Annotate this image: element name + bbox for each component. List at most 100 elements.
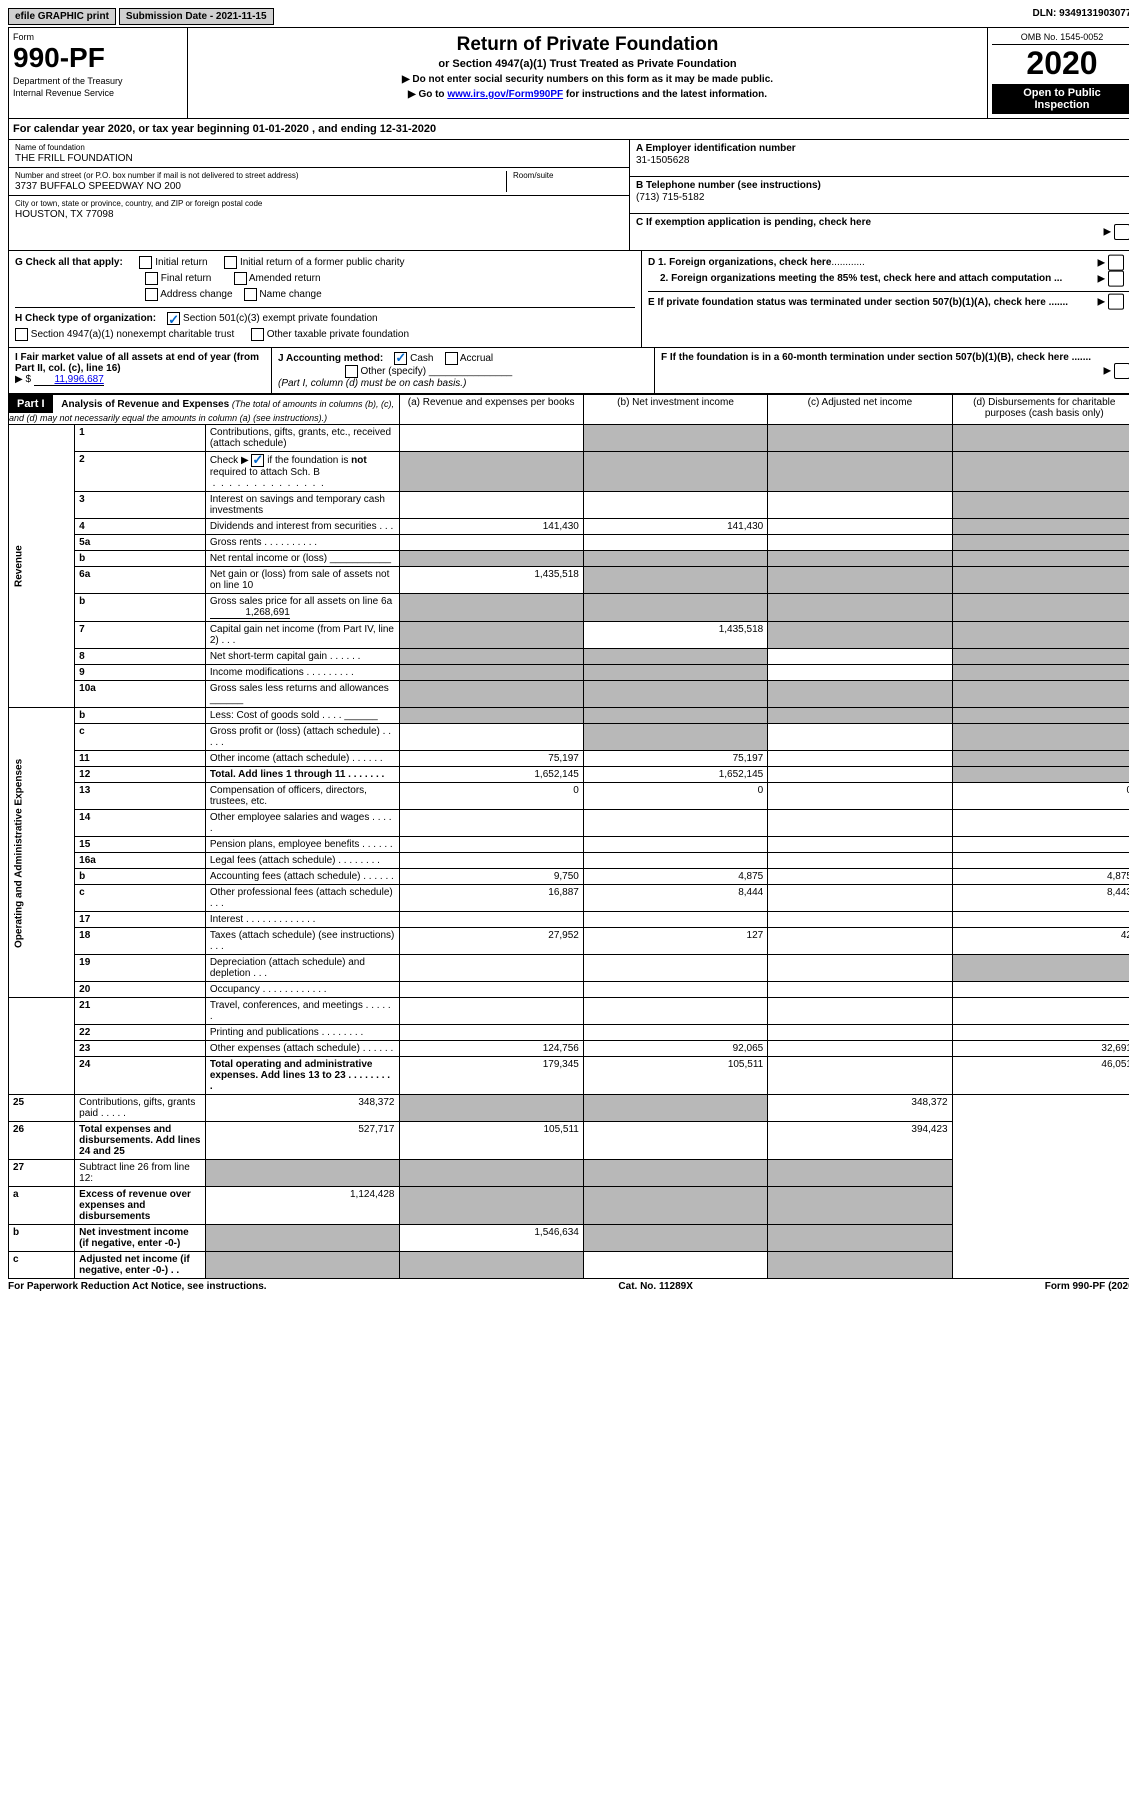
- cell-c: [583, 1095, 767, 1122]
- line-number: 16a: [75, 853, 206, 869]
- address-change-checkbox[interactable]: [145, 288, 158, 301]
- cell-a: 141,430: [399, 519, 583, 535]
- line-number: 11: [75, 751, 206, 767]
- line-number: 10a: [75, 681, 206, 708]
- line-number: b: [75, 708, 206, 724]
- cell-b: [583, 492, 767, 519]
- irs-link[interactable]: www.irs.gov/Form990PF: [447, 89, 563, 100]
- d2-checkbox[interactable]: [1108, 271, 1124, 287]
- 4947-checkbox[interactable]: [15, 328, 28, 341]
- cell-a: 27,952: [399, 928, 583, 955]
- line-number: 1: [75, 425, 206, 452]
- line-desc: Printing and publications . . . . . . . …: [205, 1025, 399, 1041]
- j-note: (Part I, column (d) must be on cash basi…: [278, 378, 466, 389]
- line-desc: Travel, conferences, and meetings . . . …: [205, 998, 399, 1025]
- form-label: Form: [13, 32, 183, 42]
- cell-b: [399, 1252, 583, 1279]
- cell-b: [583, 649, 767, 665]
- line-desc: Total operating and administrative expen…: [205, 1057, 399, 1095]
- table-row: 9Income modifications . . . . . . . . .: [9, 665, 1129, 681]
- line-number: 8: [75, 649, 206, 665]
- line-desc: Depreciation (attach schedule) and deple…: [205, 955, 399, 982]
- table-row: Operating and Administrative ExpensesbLe…: [9, 708, 1129, 724]
- line-desc: Interest on savings and temporary cash i…: [205, 492, 399, 519]
- cell-b: [583, 1025, 767, 1041]
- line-desc: Taxes (attach schedule) (see instruction…: [205, 928, 399, 955]
- cell-b: 8,444: [583, 885, 767, 912]
- addr-cell: Number and street (or P.O. box number if…: [9, 168, 629, 196]
- line-desc: Dividends and interest from securities .…: [205, 519, 399, 535]
- efile-print-btn[interactable]: efile GRAPHIC print: [8, 8, 116, 25]
- table-row: bNet investment income (if negative, ent…: [9, 1225, 1129, 1252]
- cell-a: [399, 1025, 583, 1041]
- j-other: Other (specify): [360, 366, 426, 377]
- line-desc: Excess of revenue over expenses and disb…: [75, 1187, 206, 1225]
- initial-former-checkbox[interactable]: [224, 256, 237, 269]
- line-desc: Net gain or (loss) from sale of assets n…: [205, 567, 399, 594]
- line-number: 15: [75, 837, 206, 853]
- subtract-section: [9, 998, 75, 1095]
- cell-b: [399, 1187, 583, 1225]
- f-checkbox[interactable]: [1114, 363, 1129, 379]
- exemption-checkbox[interactable]: [1114, 224, 1129, 240]
- cell-a: [399, 535, 583, 551]
- cell-c: [768, 452, 952, 492]
- other-taxable-checkbox[interactable]: [251, 328, 264, 341]
- cell-b: [583, 724, 767, 751]
- cell-c: [768, 869, 952, 885]
- cell-c: [768, 622, 952, 649]
- cell-dd: [952, 567, 1129, 594]
- table-row: 16aLegal fees (attach schedule) . . . . …: [9, 853, 1129, 869]
- submission-date-btn[interactable]: Submission Date - 2021-11-15: [119, 8, 274, 25]
- name-change-checkbox[interactable]: [244, 288, 257, 301]
- line-number: 4: [75, 519, 206, 535]
- schb-checkbox[interactable]: [251, 454, 264, 467]
- cell-dd: [768, 1252, 952, 1279]
- tax-year: 2020: [992, 45, 1129, 82]
- d2-label: 2. Foreign organizations meeting the 85%…: [660, 273, 1062, 284]
- line-number: 24: [75, 1057, 206, 1095]
- cell-a: 179,345: [399, 1057, 583, 1095]
- line-desc: Less: Cost of goods sold . . . . ______: [205, 708, 399, 724]
- g-initial-former: Initial return of a former public charit…: [240, 257, 405, 268]
- initial-return-checkbox[interactable]: [139, 256, 152, 269]
- cell-dd: [952, 452, 1129, 492]
- cell-b: 105,511: [583, 1057, 767, 1095]
- cash-checkbox[interactable]: [394, 352, 407, 365]
- d1-checkbox[interactable]: [1108, 255, 1124, 271]
- h-4947: Section 4947(a)(1) nonexempt charitable …: [31, 329, 234, 340]
- final-return-checkbox[interactable]: [145, 272, 158, 285]
- cell-a: 348,372: [205, 1095, 399, 1122]
- cell-a: [399, 551, 583, 567]
- form-number: 990-PF: [13, 42, 183, 74]
- table-row: 22Printing and publications . . . . . . …: [9, 1025, 1129, 1041]
- cell-c: [768, 681, 952, 708]
- cell-dd: 42: [952, 928, 1129, 955]
- form-instr2: ▶ Go to www.irs.gov/Form990PF for instru…: [194, 89, 981, 100]
- cell-c: [768, 783, 952, 810]
- cell-c: [768, 912, 952, 928]
- cell-a: 1,124,428: [205, 1187, 399, 1225]
- e-checkbox[interactable]: [1108, 293, 1124, 309]
- dln: DLN: 93491319030771: [1032, 8, 1129, 25]
- cell-c: [768, 767, 952, 783]
- cell-b: 75,197: [583, 751, 767, 767]
- table-row: 11Other income (attach schedule) . . . .…: [9, 751, 1129, 767]
- table-row: 25Contributions, gifts, grants paid . . …: [9, 1095, 1129, 1122]
- line-number: 12: [75, 767, 206, 783]
- amended-return-checkbox[interactable]: [234, 272, 247, 285]
- cell-c: [768, 425, 952, 452]
- line-desc: Accounting fees (attach schedule) . . . …: [205, 869, 399, 885]
- g-address: Address change: [160, 289, 232, 300]
- i-value[interactable]: 11,996,687: [34, 374, 104, 386]
- footer-mid: Cat. No. 11289X: [618, 1281, 692, 1292]
- cell-c: [768, 982, 952, 998]
- cell-dd: [952, 594, 1129, 622]
- accrual-checkbox[interactable]: [445, 352, 458, 365]
- table-row: bGross sales price for all assets on lin…: [9, 594, 1129, 622]
- other-method-checkbox[interactable]: [345, 365, 358, 378]
- line-desc: Subtract line 26 from line 12:: [75, 1160, 206, 1187]
- cell-a: [205, 1252, 399, 1279]
- 501c3-checkbox[interactable]: [167, 312, 180, 325]
- cell-c: [768, 594, 952, 622]
